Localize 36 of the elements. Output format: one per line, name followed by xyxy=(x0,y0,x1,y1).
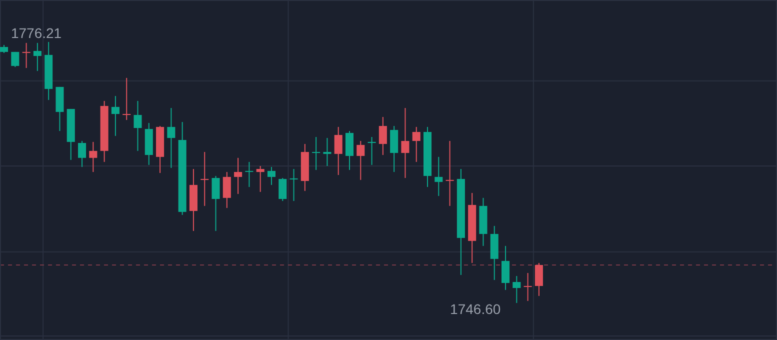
candlestick xyxy=(11,51,20,68)
candlestick xyxy=(502,245,510,290)
candlestick xyxy=(412,126,420,162)
candlestick xyxy=(446,140,454,206)
candlestick xyxy=(390,125,398,172)
candlestick xyxy=(401,107,410,178)
candlestick xyxy=(312,136,320,170)
candlestick xyxy=(33,42,42,72)
candlestick xyxy=(267,166,276,186)
candlestick xyxy=(323,137,332,166)
candlestick xyxy=(200,151,209,206)
candlestick xyxy=(356,140,365,180)
candlestick xyxy=(22,42,30,68)
annotation: 1776.21 xyxy=(10,24,62,41)
candlestick xyxy=(368,136,376,166)
candlestick xyxy=(512,276,521,304)
candlestick xyxy=(245,161,254,188)
candlestick xyxy=(134,100,142,152)
candlestick xyxy=(256,165,264,192)
candlestick xyxy=(434,156,443,196)
candlestick xyxy=(167,107,176,168)
candlestick xyxy=(534,262,543,296)
candlestick xyxy=(222,171,231,208)
candlestick xyxy=(111,95,120,136)
candlestick xyxy=(212,175,220,232)
candlestick xyxy=(524,272,532,302)
candlestick xyxy=(278,177,287,202)
candlestick xyxy=(345,130,354,170)
candlestick xyxy=(234,157,242,194)
candlestick xyxy=(122,77,131,120)
annotation: 1746.60 xyxy=(450,300,501,317)
candlestick xyxy=(89,141,98,172)
candlestick xyxy=(378,116,387,156)
candlestick xyxy=(290,168,298,202)
candlestick xyxy=(334,126,342,176)
candlestick xyxy=(78,140,86,168)
